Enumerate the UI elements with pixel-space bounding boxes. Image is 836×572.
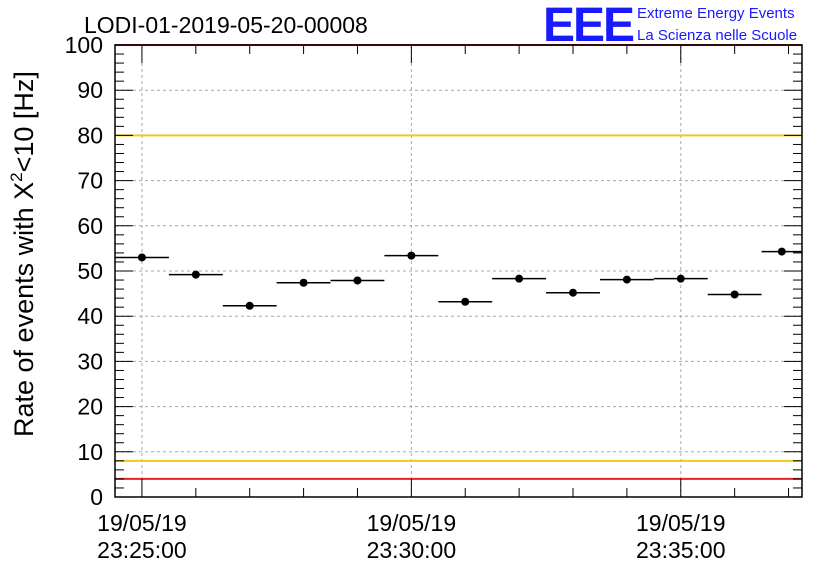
logo-line-2: La Scienza nelle Scuole (637, 27, 797, 44)
point-marker (407, 251, 416, 260)
point-marker (676, 274, 685, 283)
eee-logo: EEE Extreme Energy Events La Scienza nel… (543, 0, 797, 52)
y-tick-label: 50 (77, 258, 103, 284)
data-point (438, 297, 493, 306)
y-tick-label: 0 (90, 484, 103, 510)
x-tick-label-time: 23:35:00 (636, 537, 726, 563)
data-points (115, 247, 802, 310)
y-tick-label: 90 (77, 77, 103, 103)
data-point (115, 253, 169, 262)
point-marker (461, 297, 470, 306)
point-marker (137, 253, 146, 262)
reference-lines (115, 44, 802, 480)
y-tick-label: 60 (77, 213, 103, 239)
data-point (276, 278, 331, 287)
y-tick-label: 40 (77, 303, 103, 329)
logo-line-1: Extreme Energy Events (637, 5, 795, 22)
point-marker (299, 278, 308, 287)
y-tick-label: 10 (77, 439, 103, 465)
data-point (330, 276, 385, 285)
x-tick-label-date: 19/05/19 (97, 510, 187, 536)
data-point (492, 274, 547, 283)
point-marker (245, 301, 254, 310)
axes (114, 44, 803, 498)
y-tick-labels: 0 10 20 30 40 50 60 70 80 90 100 (65, 32, 103, 510)
logo-mark: EEE (543, 0, 634, 52)
x-tick-label-time: 23:30:00 (367, 537, 457, 563)
data-point (168, 270, 223, 279)
data-point (222, 301, 277, 310)
point-marker (515, 274, 524, 283)
x-tick-label-date: 19/05/19 (367, 510, 457, 536)
y-tick-label: 80 (77, 122, 103, 148)
y-tick-label: 20 (77, 394, 103, 420)
y-tick-label: 30 (77, 348, 103, 374)
y-axis-label: Rate of events with X2<10 [Hz] (7, 71, 39, 437)
chart-title: LODI-01-2019-05-20-00008 (84, 12, 368, 38)
point-marker (622, 275, 631, 284)
x-tick-label-time: 23:25:00 (97, 537, 187, 563)
data-point (653, 274, 708, 283)
y-axis-label-superscript: 2 (7, 172, 26, 181)
data-point (384, 251, 439, 260)
y-axis-label-main: Rate of events with X (9, 182, 39, 437)
point-marker (730, 290, 739, 299)
x-tick-label-date: 19/05/19 (636, 510, 726, 536)
point-marker (353, 276, 362, 285)
y-axis-label-tail: <10 [Hz] (9, 71, 39, 172)
point-marker (569, 288, 577, 297)
point-marker (191, 270, 200, 279)
grid (115, 45, 802, 497)
y-tick-label: 100 (65, 32, 103, 58)
point-marker (777, 247, 786, 256)
data-point (761, 247, 802, 256)
data-point (546, 288, 600, 297)
x-tick-labels: 19/05/1923:25:0019/05/1923:30:0019/05/19… (97, 510, 725, 563)
y-tick-label: 70 (77, 168, 103, 194)
data-point (599, 275, 654, 284)
data-point (707, 290, 762, 299)
